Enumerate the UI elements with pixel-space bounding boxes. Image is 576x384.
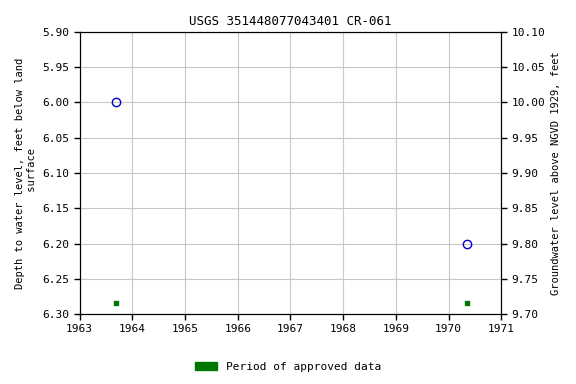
Y-axis label: Groundwater level above NGVD 1929, feet: Groundwater level above NGVD 1929, feet (551, 51, 561, 295)
Legend: Period of approved data: Period of approved data (191, 358, 385, 377)
Y-axis label: Depth to water level, feet below land
 surface: Depth to water level, feet below land su… (15, 57, 37, 289)
Title: USGS 351448077043401 CR-061: USGS 351448077043401 CR-061 (189, 15, 392, 28)
